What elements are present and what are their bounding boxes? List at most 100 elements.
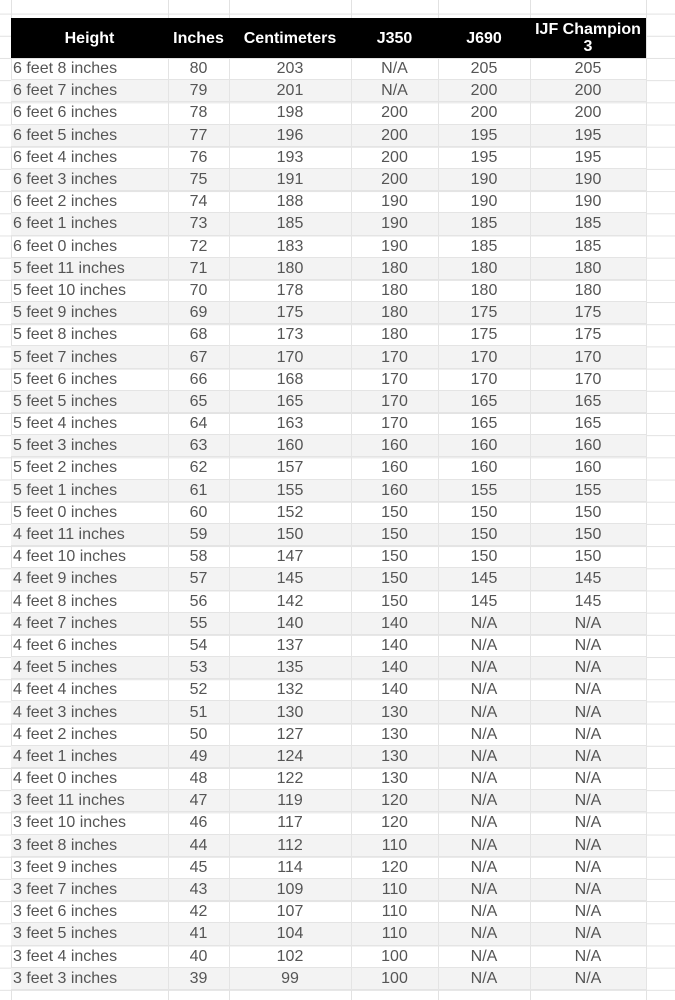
cell-inches[interactable]: 47: [168, 789, 230, 813]
cell-height[interactable]: 5 feet 4 inches: [11, 412, 169, 436]
cell-j690[interactable]: N/A: [438, 612, 531, 635]
cell-inches[interactable]: 56: [168, 590, 230, 613]
cell-j350[interactable]: 150: [351, 590, 439, 613]
cell-centimeters[interactable]: 140: [229, 612, 352, 635]
cell-inches[interactable]: 67: [168, 345, 230, 369]
cell-centimeters[interactable]: 188: [229, 190, 352, 214]
cell-inches[interactable]: 72: [168, 235, 230, 258]
cell-centimeters[interactable]: 132: [229, 678, 352, 702]
cell-ijf-champion-3[interactable]: 190: [530, 190, 647, 214]
cell-height[interactable]: 3 feet 4 inches: [11, 945, 169, 968]
cell-height[interactable]: 6 feet 4 inches: [11, 146, 169, 169]
cell-centimeters[interactable]: 191: [229, 168, 352, 192]
cell-j350[interactable]: 110: [351, 922, 439, 946]
cell-height[interactable]: 3 feet 7 inches: [11, 878, 169, 902]
cell-j350[interactable]: 180: [351, 301, 439, 325]
cell-j350[interactable]: 200: [351, 168, 439, 192]
cell-j690[interactable]: 155: [438, 479, 531, 502]
cell-j690[interactable]: 205: [438, 58, 531, 81]
cell-inches[interactable]: 64: [168, 412, 230, 436]
cell-height[interactable]: 5 feet 10 inches: [11, 279, 169, 303]
cell-inches[interactable]: 51: [168, 700, 230, 724]
cell-j350[interactable]: 150: [351, 545, 439, 569]
cell-ijf-champion-3[interactable]: N/A: [530, 789, 647, 813]
cell-j350[interactable]: 180: [351, 323, 439, 347]
cell-height[interactable]: 5 feet 7 inches: [11, 345, 169, 369]
cell-ijf-champion-3[interactable]: 190: [530, 168, 647, 192]
cell-inches[interactable]: 78: [168, 101, 230, 125]
cell-height[interactable]: 5 feet 9 inches: [11, 301, 169, 325]
cell-height[interactable]: 5 feet 6 inches: [11, 368, 169, 391]
cell-centimeters[interactable]: 201: [229, 79, 352, 103]
cell-centimeters[interactable]: 150: [229, 523, 352, 547]
cell-height[interactable]: 6 feet 8 inches: [11, 58, 169, 81]
cell-ijf-champion-3[interactable]: 180: [530, 257, 647, 280]
cell-ijf-champion-3[interactable]: 185: [530, 235, 647, 258]
cell-j690[interactable]: 150: [438, 501, 531, 524]
cell-j350[interactable]: 160: [351, 479, 439, 502]
cell-inches[interactable]: 73: [168, 212, 230, 236]
cell-inches[interactable]: 57: [168, 567, 230, 591]
cell-centimeters[interactable]: 112: [229, 834, 352, 857]
cell-j350[interactable]: 110: [351, 834, 439, 857]
cell-height[interactable]: 6 feet 7 inches: [11, 79, 169, 103]
cell-ijf-champion-3[interactable]: N/A: [530, 723, 647, 746]
cell-ijf-champion-3[interactable]: N/A: [530, 878, 647, 902]
cell-height[interactable]: 4 feet 8 inches: [11, 590, 169, 613]
cell-ijf-champion-3[interactable]: N/A: [530, 945, 647, 968]
column-header-inches[interactable]: Inches: [168, 18, 229, 58]
cell-inches[interactable]: 77: [168, 124, 230, 147]
cell-j350[interactable]: N/A: [351, 79, 439, 103]
cell-centimeters[interactable]: 130: [229, 700, 352, 724]
cell-height[interactable]: 6 feet 2 inches: [11, 190, 169, 214]
cell-ijf-champion-3[interactable]: 155: [530, 479, 647, 502]
cell-j690[interactable]: N/A: [438, 678, 531, 702]
cell-centimeters[interactable]: 102: [229, 945, 352, 968]
cell-j690[interactable]: 160: [438, 456, 531, 480]
cell-inches[interactable]: 65: [168, 390, 230, 414]
cell-inches[interactable]: 76: [168, 146, 230, 169]
cell-j350[interactable]: 160: [351, 456, 439, 480]
cell-height[interactable]: 6 feet 6 inches: [11, 101, 169, 125]
cell-centimeters[interactable]: 147: [229, 545, 352, 569]
cell-inches[interactable]: 80: [168, 58, 230, 81]
cell-height[interactable]: 5 feet 8 inches: [11, 323, 169, 347]
cell-j350[interactable]: 130: [351, 767, 439, 791]
cell-height[interactable]: 4 feet 11 inches: [11, 523, 169, 547]
cell-j350[interactable]: 190: [351, 190, 439, 214]
cell-inches[interactable]: 53: [168, 656, 230, 680]
cell-centimeters[interactable]: 163: [229, 412, 352, 436]
cell-ijf-champion-3[interactable]: 175: [530, 301, 647, 325]
cell-j350[interactable]: N/A: [351, 58, 439, 81]
cell-j350[interactable]: 130: [351, 745, 439, 769]
cell-centimeters[interactable]: 117: [229, 811, 352, 835]
cell-ijf-champion-3[interactable]: 165: [530, 412, 647, 436]
cell-centimeters[interactable]: 165: [229, 390, 352, 414]
cell-j690[interactable]: N/A: [438, 922, 531, 946]
cell-ijf-champion-3[interactable]: 185: [530, 212, 647, 236]
cell-height[interactable]: 3 feet 9 inches: [11, 856, 169, 879]
cell-inches[interactable]: 62: [168, 456, 230, 480]
cell-centimeters[interactable]: 114: [229, 856, 352, 879]
cell-inches[interactable]: 59: [168, 523, 230, 547]
cell-j690[interactable]: N/A: [438, 767, 531, 791]
cell-height[interactable]: 4 feet 3 inches: [11, 700, 169, 724]
cell-height[interactable]: 5 feet 2 inches: [11, 456, 169, 480]
cell-j690[interactable]: 200: [438, 79, 531, 103]
cell-ijf-champion-3[interactable]: 150: [530, 523, 647, 547]
cell-height[interactable]: 5 feet 0 inches: [11, 501, 169, 524]
cell-centimeters[interactable]: 173: [229, 323, 352, 347]
cell-ijf-champion-3[interactable]: 175: [530, 323, 647, 347]
cell-j350[interactable]: 120: [351, 811, 439, 835]
cell-centimeters[interactable]: 122: [229, 767, 352, 791]
cell-height[interactable]: 4 feet 10 inches: [11, 545, 169, 569]
cell-j690[interactable]: N/A: [438, 834, 531, 857]
cell-j350[interactable]: 150: [351, 501, 439, 524]
cell-j690[interactable]: 165: [438, 412, 531, 436]
cell-height[interactable]: 3 feet 10 inches: [11, 811, 169, 835]
cell-height[interactable]: 4 feet 6 inches: [11, 634, 169, 658]
cell-centimeters[interactable]: 175: [229, 301, 352, 325]
cell-inches[interactable]: 45: [168, 856, 230, 879]
cell-centimeters[interactable]: 185: [229, 212, 352, 236]
cell-j690[interactable]: 175: [438, 323, 531, 347]
